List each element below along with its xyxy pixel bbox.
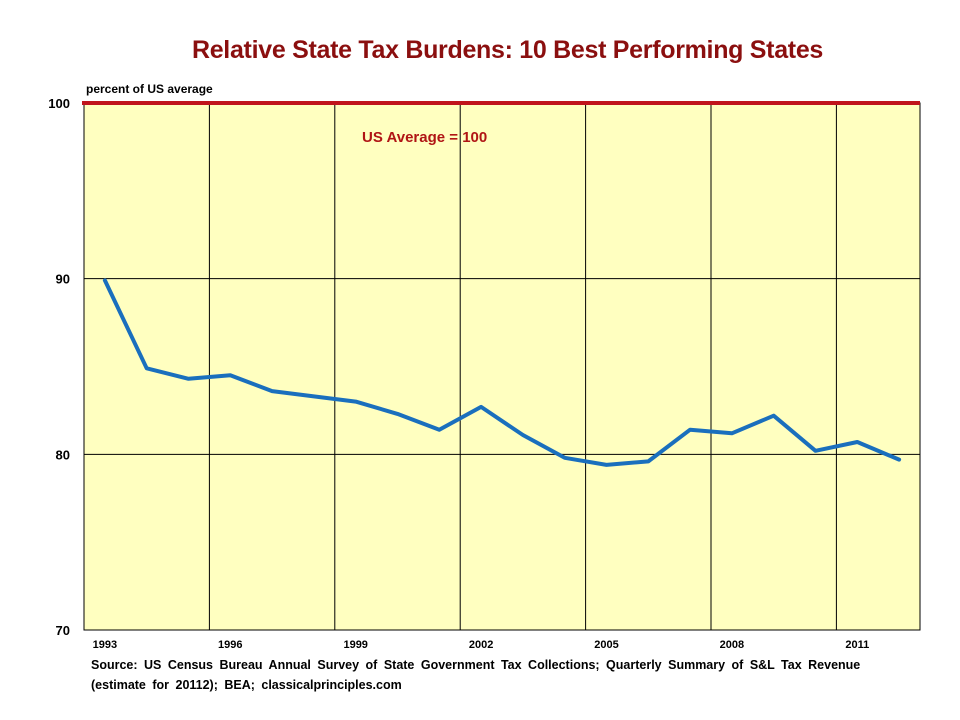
plot-area xyxy=(83,102,921,631)
y-tick-label: 90 xyxy=(56,272,70,287)
x-tick-labels: 1993 1996 1999 2002 2005 2008 2011 xyxy=(93,639,870,651)
source-note: Source: US Census Bureau Annual Survey o… xyxy=(91,658,861,692)
y-tick-label: 70 xyxy=(56,623,70,638)
y-tick-label: 80 xyxy=(56,447,70,462)
chart-title: Relative State Tax Burdens: 10 Best Perf… xyxy=(191,36,824,64)
x-tick-label: 2008 xyxy=(720,639,744,651)
x-tick-label: 1993 xyxy=(93,639,117,651)
y-gridlines xyxy=(84,278,920,455)
y-tick-labels: 70 80 90 100 xyxy=(48,96,70,638)
x-gridlines xyxy=(208,103,837,630)
series-line xyxy=(102,278,902,467)
x-tick-label: 1999 xyxy=(343,639,367,651)
x-tick-label: 2005 xyxy=(594,639,618,651)
x-tick-label: 1996 xyxy=(218,639,242,651)
x-tick-label: 2011 xyxy=(845,639,869,651)
y-axis-label: percent of US average xyxy=(86,82,213,96)
x-tick-label: 2002 xyxy=(469,639,493,651)
y-tick-label: 100 xyxy=(48,96,70,111)
us-average-annotation: US Average = 100 xyxy=(362,129,487,146)
